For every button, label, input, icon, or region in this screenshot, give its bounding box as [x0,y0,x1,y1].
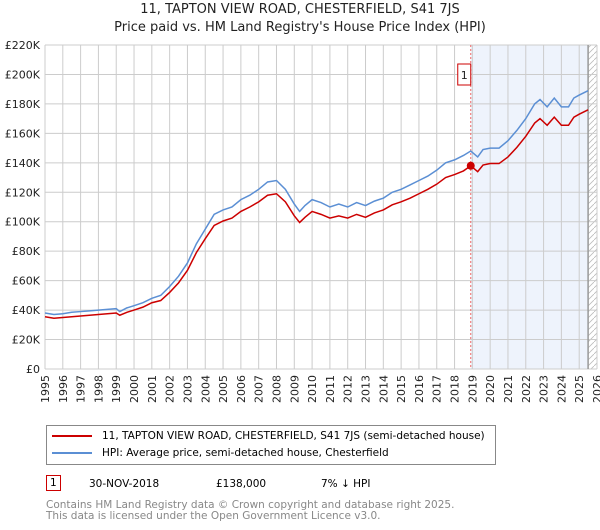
y-tick-label: £160K [5,127,41,140]
sale-hpi-diff: 7% ↓ HPI [321,478,371,490]
y-tick-label: £80K [12,245,41,258]
x-tick-label: 1997 [75,375,88,403]
chart-plot: 1995 1996 1997 1998 1999 2000 2001 2002 2003 2004… [5,39,600,403]
red-line-swatch [52,435,92,437]
x-tick-label: 2008 [270,375,283,403]
legend-item-hpi: HPI: Average price, semi-detached house,… [52,447,389,459]
x-tick-label: 2024 [555,375,568,403]
sale-number-badge: 1 [46,475,61,491]
sale-price: £138,000 [216,478,267,490]
x-tick-label: 2019 [466,375,479,403]
x-tick-label: 1996 [57,375,70,403]
x-tick-label: 2012 [342,375,355,403]
x-tick-label: 2003 [181,375,194,403]
footer: Contains HM Land Registry data © Crown c… [46,500,454,522]
x-tick-label: 2020 [484,375,497,403]
x-tick-label: 2021 [502,375,515,403]
sale-marker-label: 1 [461,69,468,82]
legend: 11, TAPTON VIEW ROAD, CHESTERFIELD, S41 … [46,425,496,465]
footer-line-2: This data is licensed under the Open Gov… [46,510,381,522]
x-tick-label: 2013 [360,375,373,403]
x-tick-label: 2006 [235,375,248,403]
y-tick-label: £20K [12,334,41,347]
x-tick-label: 2009 [288,375,301,403]
y-tick-label: £200K [5,68,41,81]
sale-marker-badge [457,63,472,86]
x-tick-label: 2010 [306,375,319,403]
x-tick-label: 1999 [110,375,123,403]
y-tick-label: £0 [26,363,40,376]
y-tick-label: £60K [12,275,41,288]
sale-row: 1 30-NOV-2018 £138,000 7% ↓ HPI [46,475,600,493]
chart-subtitle: Price paid vs. HM Land Registry's House … [114,20,486,35]
x-tick-label: 2007 [253,375,266,403]
x-tick-label: 2023 [538,375,551,403]
sale-date: 30-NOV-2018 [89,478,160,490]
x-tick-label: 2025 [573,375,586,403]
x-tick-label: 2015 [395,375,408,403]
y-tick-label: £100K [5,216,41,229]
x-tick-label: 2001 [146,375,159,403]
x-tick-label: 2002 [164,375,177,403]
y-tick-label: £220K [5,39,41,52]
property-price-line [44,109,589,319]
x-tick-label: 2016 [413,375,426,403]
x-tick-label: 2004 [199,375,212,403]
blue-line-swatch [52,452,92,454]
x-tick-label: 1995 [39,375,52,403]
post-sale-shading [470,45,589,369]
x-tick-label: 1998 [92,375,105,403]
x-tick-label: 2026 [591,375,600,403]
y-tick-label: £140K [5,157,41,170]
forecast-hatch [588,45,597,369]
sale-point [466,161,475,170]
y-tick-label: £180K [5,98,41,111]
x-tick-label: 2017 [431,375,444,403]
chart-title: 11, TAPTON VIEW ROAD, CHESTERFIELD, S41 … [140,2,460,17]
y-tick-label: £120K [5,186,41,199]
hpi-line [44,89,589,316]
x-tick-label: 2018 [449,375,462,403]
x-tick-label: 2005 [217,375,230,403]
x-tick-label: 2000 [128,375,141,403]
legend-label-property: 11, TAPTON VIEW ROAD, CHESTERFIELD, S41 … [102,430,485,442]
legend-item-property: 11, TAPTON VIEW ROAD, CHESTERFIELD, S41 … [52,430,485,442]
legend-label-hpi: HPI: Average price, semi-detached house,… [102,447,389,459]
footer-line-1: Contains HM Land Registry data © Crown c… [46,499,455,511]
y-tick-label: £40K [12,304,41,317]
x-tick-label: 2011 [324,375,337,403]
x-tick-label: 2014 [377,375,390,403]
x-tick-label: 2022 [520,375,533,403]
